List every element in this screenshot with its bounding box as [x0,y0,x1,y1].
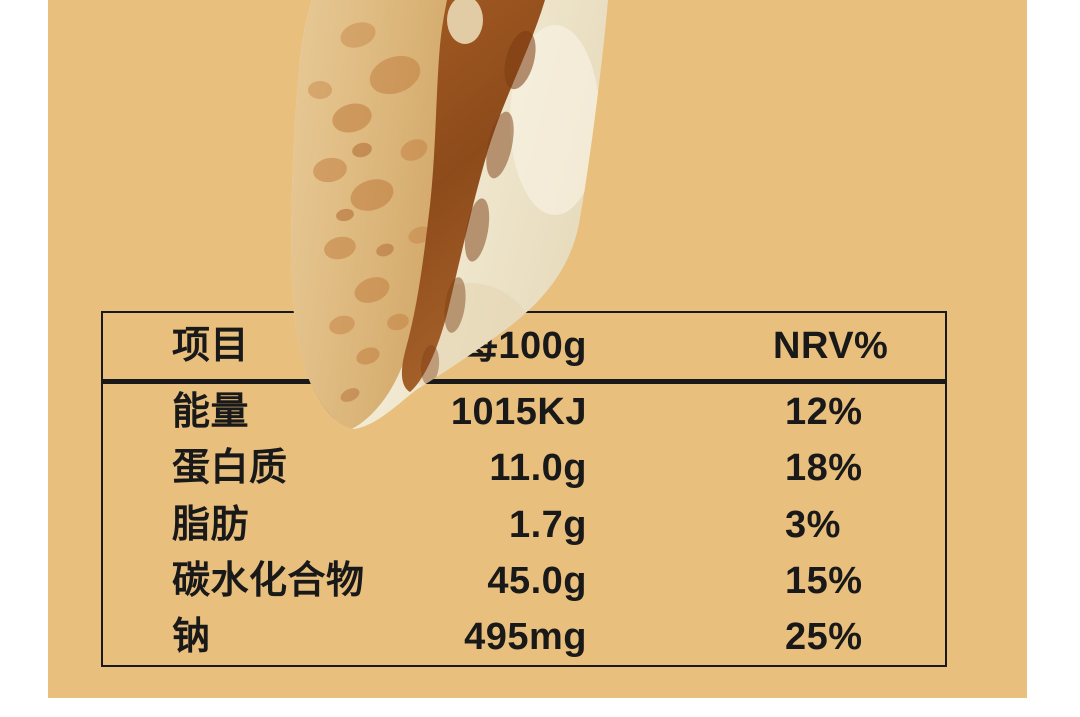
row-nrv: 3% [785,503,841,546]
column-header-per100g: 每100g [459,325,587,367]
row-nrv: 15% [785,559,863,602]
row-per100g: 11.0g [489,447,587,490]
row-nrv: 25% [785,615,863,658]
row-nrv: 12% [785,391,863,434]
table-row-protein: 蛋白质 11.0g 18% [103,440,945,496]
row-item-label: 碳水化合物 [172,559,365,602]
table-row-sodium: 钠 495mg 25% [103,609,945,665]
nutrition-table: 项目 每100g NRV% 能量 1015KJ 12% 蛋白质 11.0g 18… [101,311,947,667]
row-nrv: 18% [785,447,863,490]
nutrition-table-header: 项目 每100g NRV% [103,313,945,384]
row-per100g: 1015KJ [450,391,587,434]
table-row-energy: 能量 1015KJ 12% [103,384,945,440]
column-header-item: 项目 [172,325,250,367]
table-row-carbohydrate: 碳水化合物 45.0g 15% [103,553,945,609]
row-item-label: 能量 [172,391,250,434]
row-item-label: 脂肪 [172,503,250,546]
row-per100g: 1.7g [508,503,587,546]
nutrition-table-body: 能量 1015KJ 12% 蛋白质 11.0g 18% 脂肪 1.7g 3% 碳… [103,384,945,665]
row-per100g: 45.0g [487,559,587,602]
row-item-label: 蛋白质 [172,447,288,490]
product-label-background: 项目 每100g NRV% 能量 1015KJ 12% 蛋白质 11.0g 18… [48,0,1027,698]
row-item-label: 钠 [172,615,211,658]
table-row-fat: 脂肪 1.7g 3% [103,496,945,552]
row-per100g: 495mg [464,615,587,658]
column-header-nrv: NRV% [773,325,889,367]
